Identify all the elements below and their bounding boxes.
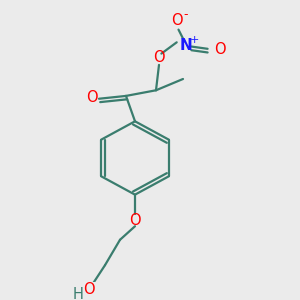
Text: O: O [130,213,141,228]
Text: O: O [171,13,183,28]
Text: +: + [190,35,199,45]
Text: O: O [86,90,97,105]
Text: N: N [180,38,192,52]
Text: O: O [214,42,226,57]
Text: -: - [183,8,188,21]
Text: H: H [73,287,83,300]
Text: O: O [154,50,165,65]
Text: O: O [83,282,94,297]
